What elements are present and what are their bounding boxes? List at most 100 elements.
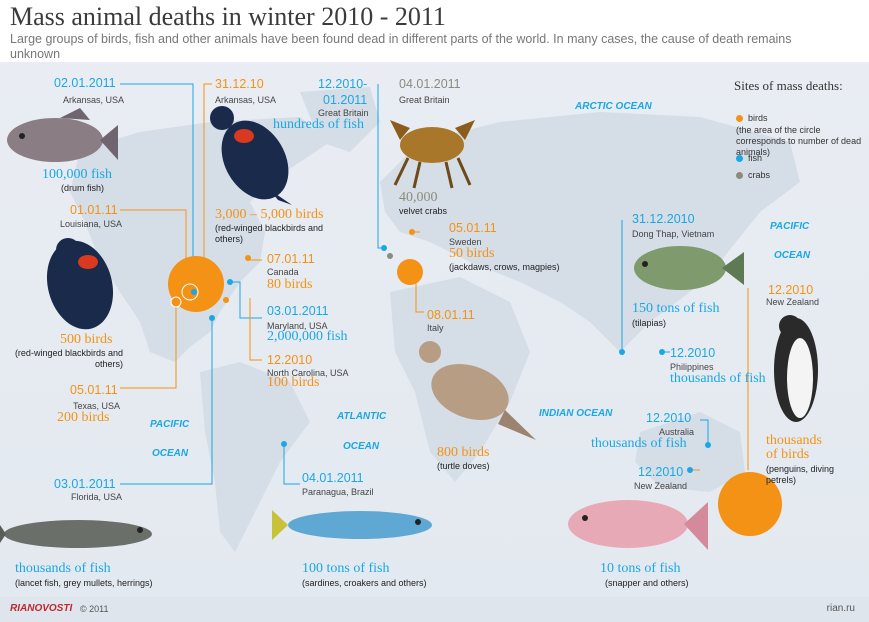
pacific-ocean-right-label-1: PACIFIC (770, 221, 810, 232)
brazil-fish-count: 100 tons of fish (302, 561, 390, 576)
brazil-fish-species: (sardines, croakers and others) (302, 578, 427, 588)
italy-birds-count: 800 birds (437, 445, 490, 460)
nz-fish-dot (687, 467, 693, 473)
blackbird-illustration-louisiana (46, 238, 114, 330)
britain-fish-date: 12.2010- (318, 77, 368, 91)
nz-birds-count: thousands of birds (766, 433, 822, 462)
italy-birds-place: Italy (427, 323, 444, 333)
britain-crabs-place: Great Britain (399, 95, 450, 105)
texas-birds-place: Texas, USA (73, 401, 121, 411)
arkansas-birds-date: 31.12.10 (215, 77, 264, 91)
australia-fish-dot (705, 442, 711, 448)
britain-fish-count: hundreds of fish (273, 117, 364, 132)
florida-fish-line (120, 318, 213, 485)
vietnam-fish-date: 31.12.2010 (632, 212, 695, 226)
crab-illustration (390, 120, 475, 189)
vietnam-fish-dot (619, 349, 625, 355)
brazil-fish-line (283, 444, 300, 485)
arctic-ocean-label: ARCTIC OCEAN (575, 101, 652, 112)
ncarolina-birds-date: 12.2010 (267, 353, 313, 367)
nz-birds-place: New Zealand (766, 297, 820, 307)
britain-crab-dot (387, 253, 393, 259)
legend-birds-dot (736, 115, 743, 122)
texas-birds-date: 05.01.11 (70, 383, 118, 397)
arkansas-birds-place: Arkansas, USA (215, 95, 277, 105)
ncarolina-birds-count: 100 birds (267, 375, 320, 390)
britain-crabs-count: 40,000 (399, 190, 438, 205)
atlantic-ocean-label-1: ATLANTIC (337, 411, 387, 422)
eurasia-landmass (380, 112, 800, 352)
drum-fish-illustration (7, 108, 118, 162)
brazil-fish-place: Paranagua, Brazil (302, 487, 374, 497)
legend-fish-dot (736, 155, 743, 162)
florida-fish-date: 03.01.2011 (54, 477, 116, 491)
page-subtitle: Large groups of birds, fish and other an… (10, 32, 792, 61)
arkansas-fish-line (120, 83, 194, 292)
site-link[interactable]: rian.ru (826, 603, 855, 614)
arkansas-fish-date: 02.01.2011 (54, 76, 116, 90)
arkansas-birds-line (203, 83, 212, 262)
australia-landmass (635, 412, 745, 492)
louisiana-birds-date: 01.01.11 (70, 203, 118, 217)
maryland-fish-date: 03.01.2011 (267, 304, 329, 318)
britain-fish-line (377, 84, 384, 249)
italy-birds-circle (397, 259, 423, 285)
sweden-birds-species: (jackdaws, crows, magpies) (449, 262, 560, 272)
canada-birds-circle (245, 255, 251, 261)
legend-crabs-dot (736, 172, 743, 179)
arkansas-fish-count: 100,000 fish (42, 167, 112, 182)
maryland-fish-count: 2,000,000 fish (267, 329, 348, 344)
texas-birds-count: 200 birds (57, 410, 110, 425)
louisiana-birds-circle (181, 283, 199, 301)
penguin-illustration (774, 315, 818, 422)
legend-crabs-label: crabs (748, 170, 771, 180)
texas-birds-circle (170, 296, 182, 308)
ria-novosti-logo[interactable]: RIANOVOSTI (10, 603, 73, 614)
pacific-ocean-left-label-1: PACIFIC (150, 419, 190, 430)
pacific-ocean-left-label-2: OCEAN (152, 448, 189, 459)
canada-birds-count: 80 birds (267, 277, 313, 292)
legend-birds-note: (the area of the circle corresponds to n… (736, 125, 862, 157)
nz-fish-date: 12.2010 (638, 465, 684, 479)
canada-birds-date: 07.01.11 (267, 252, 315, 266)
legend-title: Sites of mass deaths: (734, 78, 843, 93)
italy-birds-species: (turtle doves) (437, 461, 490, 471)
arkansas-birds-count: 3,000 – 5,000 birds (215, 207, 324, 222)
arkansas-fish-place: Arkansas, USA (63, 95, 125, 105)
nz-fish-count: 10 tons of fish (600, 561, 681, 576)
louisiana-birds-species: (red-winged blackbirds and others) (14, 348, 123, 369)
indian-ocean-label: INDIAN OCEAN (539, 408, 613, 419)
brazil-fish-date: 04.01.2011 (302, 471, 364, 485)
nz-birds-circle (718, 472, 782, 536)
philippines-fish-dot (659, 349, 665, 355)
sweden-birds-count: 50 birds (449, 246, 495, 261)
britain-fish-date2: 01.2011 (323, 93, 368, 107)
copyright-text: © 2011 (80, 604, 109, 614)
louisiana-birds-place: Louisiana, USA (60, 219, 123, 229)
canada-birds-place: Canada (267, 267, 299, 277)
snapper-illustration (568, 500, 708, 550)
tilapia-illustration (634, 246, 744, 290)
arkansas-birds-species: (red-winged blackbirds and others) (215, 223, 324, 244)
australia-fish-count: thousands of fish (591, 436, 687, 451)
pacific-ocean-right-label-2: OCEAN (774, 250, 811, 261)
maryland-fish-dot (227, 279, 233, 285)
arkansas-birds-circle (168, 256, 224, 312)
italy-birds-date: 08.01.11 (427, 308, 475, 322)
texas-birds-line (120, 302, 177, 389)
louisiana-birds-count: 500 birds (60, 332, 113, 347)
ncarolina-birds-line (249, 298, 262, 361)
blackbird-illustration-arkansas (210, 106, 292, 205)
vietnam-fish-place: Dong Thap, Vietnam (632, 229, 715, 239)
sweden-birds-place: Sweden (449, 237, 482, 247)
vietnam-fish-species: (tilapias) (632, 318, 667, 328)
arkansas-fish-species: (drum fish) (61, 183, 105, 193)
page-title: Mass animal deaths in winter 2010 - 2011 (10, 2, 446, 31)
lancet-fish-illustration (0, 520, 152, 548)
atlantic-ocean-label-2: OCEAN (343, 441, 380, 452)
florida-fish-dot (209, 315, 215, 321)
legend-fish-label: fish (748, 153, 763, 163)
sardine-illustration (272, 510, 432, 540)
turtle-dove-illustration (419, 341, 536, 440)
